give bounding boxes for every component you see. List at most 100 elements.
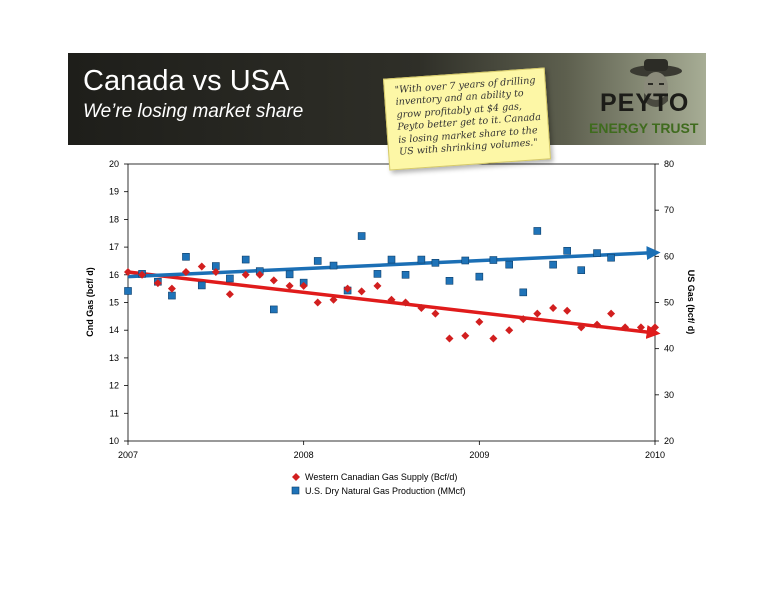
canada-data-point — [563, 306, 572, 315]
y-right-tick-label: 80 — [664, 159, 674, 169]
y-left-tick-label: 10 — [109, 436, 119, 446]
y-left-tick-label: 20 — [109, 159, 119, 169]
usa-data-point — [519, 288, 528, 297]
canada-data-point — [549, 304, 558, 313]
canada-data-point — [461, 331, 470, 340]
y-axis-right-label: US Gas (bcf/ d) — [686, 270, 696, 335]
slide-subtitle: We’re losing market share — [83, 101, 304, 122]
slide-title: Canada vs USA — [83, 65, 290, 97]
usa-data-point — [533, 227, 542, 235]
canada-data-point — [211, 268, 220, 277]
usa-data-point — [445, 277, 454, 285]
y-left-tick-label: 17 — [109, 242, 119, 252]
usa-data-point — [431, 258, 440, 267]
y-right-tick-label: 60 — [664, 251, 674, 261]
usa-data-point — [313, 257, 322, 265]
legend-label-canada: Western Canadian Gas Supply (Bcf/d) — [305, 472, 457, 482]
canada-data-point — [167, 284, 176, 293]
usa-data-point — [373, 270, 382, 278]
canada-data-point — [417, 304, 426, 313]
canada-data-point — [489, 334, 498, 343]
canada-data-point — [241, 270, 250, 279]
chart-legend: Western Canadian Gas Supply (Bcf/d) U.S.… — [291, 472, 466, 496]
y-left-tick-label: 11 — [110, 408, 119, 418]
canada-data-point — [533, 309, 542, 318]
canada-data-point — [577, 323, 586, 332]
canada-data-point — [343, 284, 352, 293]
legend-item-usa: U.S. Dry Natural Gas Production (MMcf) — [291, 486, 466, 496]
x-tick-label: 2010 — [645, 450, 665, 460]
canada-data-point — [401, 298, 410, 307]
legend-label-usa: U.S. Dry Natural Gas Production (MMcf) — [305, 486, 466, 496]
usa-data-point — [461, 256, 470, 265]
usa-data-point — [593, 249, 601, 257]
legend-square-icon — [291, 486, 300, 495]
usa-data-point — [607, 253, 615, 262]
usa-data-point — [549, 260, 557, 269]
sticky-note: "With over 7 years of drilling inventory… — [382, 67, 552, 171]
usa-data-point — [401, 270, 410, 279]
y-left-tick-label: 15 — [109, 298, 119, 308]
canada-data-point — [124, 268, 132, 277]
usa-data-point — [285, 270, 294, 279]
usa-data-point — [489, 256, 498, 264]
canada-data-point — [255, 270, 264, 279]
canada-data-point — [445, 334, 454, 343]
canada-data-point — [636, 323, 645, 332]
y-left-tick-label: 13 — [109, 353, 119, 363]
usa-data-point — [563, 246, 571, 255]
y-axis-left-label: Cnd Gas (bcf/ d) — [85, 267, 95, 337]
legend-diamond-icon — [292, 473, 300, 481]
canada-data-point — [138, 270, 147, 279]
canada-data-point — [357, 287, 366, 296]
usa-data-point — [182, 252, 190, 261]
canada-data-point — [299, 281, 308, 290]
cowboy-portrait-icon — [630, 59, 682, 107]
canada-data-point — [607, 309, 616, 318]
canada-data-point — [313, 298, 322, 307]
chart-axes: 10 11 12 13 14 15 16 17 18 19 20 20 30 40 50 60 70 80 2007… — [109, 159, 674, 460]
canada-data-point — [593, 320, 602, 329]
logo-subtitle: ENERGY TRUST — [589, 120, 699, 136]
legend-item-canada: Western Canadian Gas Supply (Bcf/d) — [292, 472, 457, 482]
y-left-tick-label: 16 — [109, 270, 119, 280]
canada-data-point — [285, 281, 294, 290]
usa-data-point — [505, 260, 513, 269]
canada-data-point — [269, 276, 278, 285]
canada-data-point — [181, 268, 190, 277]
y-right-tick-label: 20 — [664, 436, 674, 446]
canada-data-point — [431, 309, 440, 318]
x-tick-label: 2008 — [294, 450, 314, 460]
usa-data-point — [577, 266, 586, 274]
canada-data-point — [329, 295, 338, 304]
usa-data-point — [226, 274, 234, 283]
canada-data-point — [225, 290, 234, 299]
y-right-tick-label: 70 — [664, 205, 674, 215]
usa-data-point — [124, 287, 132, 295]
canada-data-point — [197, 262, 206, 271]
y-left-tick-label: 12 — [109, 381, 119, 391]
trendlines — [127, 246, 661, 339]
usa-data-point — [357, 232, 366, 240]
canada-data-point — [651, 323, 659, 332]
canada-data-point — [475, 317, 484, 326]
y-left-tick-label: 14 — [109, 325, 119, 335]
usa-data-point — [417, 255, 426, 264]
canada-data-point — [387, 295, 396, 304]
canada-data-point — [153, 279, 162, 288]
usa-data-point — [241, 255, 250, 264]
canada-data-point — [373, 281, 382, 290]
canada-data-point — [519, 315, 528, 324]
usa-data-point — [270, 305, 278, 314]
y-right-tick-label: 30 — [664, 390, 674, 400]
y-left-tick-label: 18 — [109, 214, 119, 224]
usa-data-point — [387, 255, 396, 264]
usa-data-point — [168, 291, 176, 300]
usa-data-point — [475, 272, 484, 281]
data-points — [124, 227, 659, 343]
canada-data-point — [621, 323, 630, 332]
y-right-tick-label: 40 — [664, 344, 674, 354]
x-tick-label: 2009 — [469, 450, 489, 460]
usa-data-point — [329, 261, 338, 270]
